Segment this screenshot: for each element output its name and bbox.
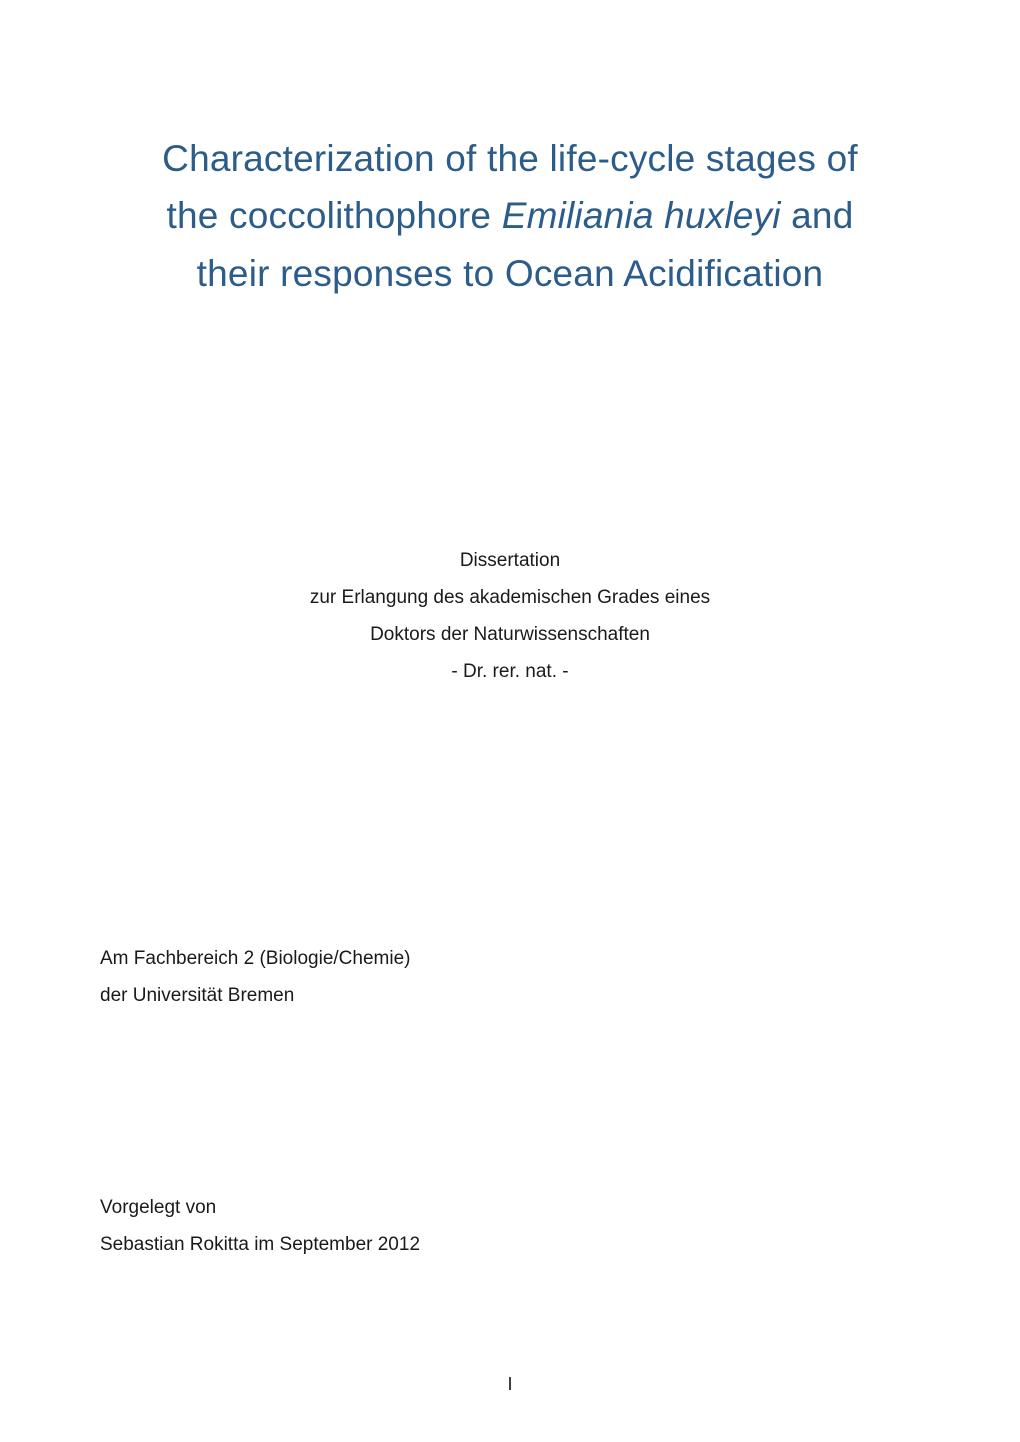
title-line-3: their responses to Ocean Acidification xyxy=(105,245,915,302)
dissertation-line-1: Dissertation xyxy=(100,542,920,579)
title-line-2-pre: the coccolithophore xyxy=(167,195,502,236)
faculty-block: Am Fachbereich 2 (Biologie/Chemie) der U… xyxy=(100,940,920,1014)
dissertation-line-4: - Dr. rer. nat. - xyxy=(100,653,920,690)
dissertation-line-3: Doktors der Naturwissenschaften xyxy=(100,616,920,653)
title-block: Characterization of the life-cycle stage… xyxy=(100,130,920,302)
title-species-italic: Emiliania huxleyi xyxy=(502,195,781,236)
faculty-line-1: Am Fachbereich 2 (Biologie/Chemie) xyxy=(100,940,920,977)
title-line-2-post: and xyxy=(781,195,854,236)
submitted-line-1: Vorgelegt von xyxy=(100,1189,920,1226)
faculty-line-2: der Universität Bremen xyxy=(100,977,920,1014)
dissertation-line-2: zur Erlangung des akademischen Grades ei… xyxy=(100,579,920,616)
submitted-line-2: Sebastian Rokitta im September 2012 xyxy=(100,1226,920,1263)
page-number: I xyxy=(0,1374,1020,1395)
submitted-block: Vorgelegt von Sebastian Rokitta im Septe… xyxy=(100,1189,920,1263)
title-line-2: the coccolithophore Emiliania huxleyi an… xyxy=(105,187,915,244)
dissertation-block: Dissertation zur Erlangung des akademisc… xyxy=(100,542,920,690)
title-line-1: Characterization of the life-cycle stage… xyxy=(105,130,915,187)
